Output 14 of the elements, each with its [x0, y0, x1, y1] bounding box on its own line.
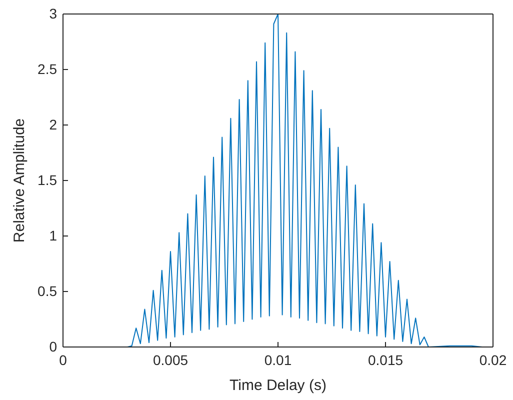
y-tick-label: 0.5: [38, 282, 58, 299]
y-tick-label: 2.5: [38, 60, 58, 77]
y-tick-label: 1: [49, 227, 58, 244]
x-tick-label: 0.005: [152, 352, 188, 368]
x-tick-label: 0.02: [479, 352, 507, 368]
x-tick-label: 0.015: [368, 352, 404, 368]
x-tick-label: 0: [59, 352, 68, 368]
y-tick-label: 3: [49, 5, 58, 22]
x-tick-label: 0.01: [264, 352, 292, 368]
x-axis-title: Time Delay (s): [230, 377, 326, 394]
y-tick-label: 1.5: [38, 172, 58, 188]
y-tick-label: 2: [49, 116, 58, 132]
y-axis-title: Relative Amplitude: [11, 118, 28, 243]
y-tick-label: 0: [49, 338, 58, 354]
